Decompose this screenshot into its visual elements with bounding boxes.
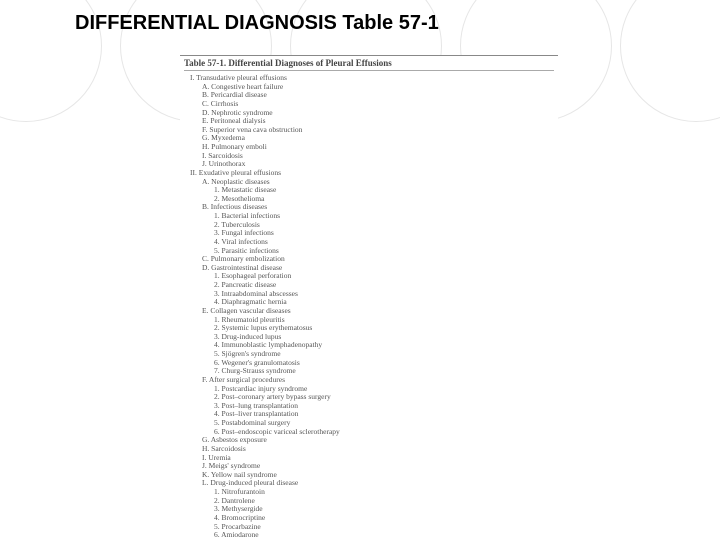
outline-row: B. Pericardial disease bbox=[184, 91, 554, 100]
table-title: Table 57-1. Differential Diagnoses of Pl… bbox=[184, 58, 554, 71]
deco-circle bbox=[620, 0, 720, 122]
table-57-1: Table 57-1. Differential Diagnoses of Pl… bbox=[180, 55, 558, 540]
page-title: DIFFERENTIAL DIAGNOSIS Table 57-1 bbox=[75, 12, 439, 35]
table-body: I. Transudative pleural effusionsA. Cong… bbox=[184, 74, 554, 540]
outline-row: H. Sarcoidosis bbox=[184, 445, 554, 454]
